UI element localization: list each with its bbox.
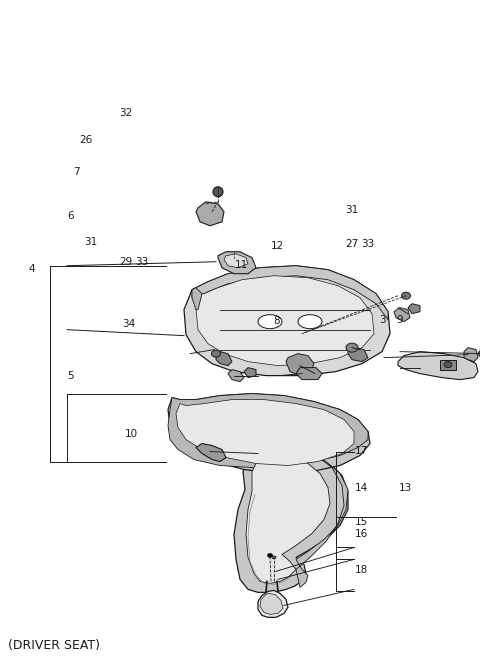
- Text: 33: 33: [135, 257, 149, 267]
- Polygon shape: [258, 590, 288, 617]
- Polygon shape: [246, 455, 330, 583]
- Text: 8: 8: [274, 316, 280, 326]
- Text: 34: 34: [122, 319, 136, 329]
- Polygon shape: [192, 288, 202, 310]
- Text: 10: 10: [125, 429, 138, 439]
- Polygon shape: [196, 202, 224, 226]
- Polygon shape: [176, 400, 354, 466]
- Ellipse shape: [401, 292, 410, 299]
- Text: 6: 6: [67, 211, 74, 221]
- Text: (DRIVER SEAT): (DRIVER SEAT): [8, 640, 100, 652]
- Text: 13: 13: [398, 483, 412, 493]
- Polygon shape: [408, 304, 420, 314]
- Polygon shape: [216, 352, 232, 365]
- Polygon shape: [196, 443, 226, 462]
- Polygon shape: [218, 252, 256, 274]
- Polygon shape: [348, 348, 368, 361]
- Polygon shape: [286, 354, 314, 376]
- Ellipse shape: [258, 315, 282, 329]
- Text: 4: 4: [29, 264, 36, 274]
- Ellipse shape: [272, 556, 276, 559]
- Ellipse shape: [298, 315, 322, 329]
- Polygon shape: [464, 348, 478, 361]
- Text: 27: 27: [346, 239, 359, 249]
- Polygon shape: [440, 359, 456, 369]
- Text: 3: 3: [379, 315, 386, 325]
- Text: 18: 18: [355, 565, 369, 575]
- Text: 12: 12: [271, 241, 285, 251]
- Ellipse shape: [267, 554, 273, 558]
- Polygon shape: [168, 394, 368, 468]
- Ellipse shape: [213, 187, 223, 197]
- Ellipse shape: [479, 350, 480, 357]
- Text: 31: 31: [346, 205, 359, 215]
- Polygon shape: [394, 308, 410, 321]
- Ellipse shape: [346, 343, 358, 352]
- Text: 17: 17: [355, 446, 369, 456]
- Polygon shape: [260, 594, 283, 615]
- Polygon shape: [244, 367, 256, 378]
- Polygon shape: [234, 449, 348, 592]
- Text: 16: 16: [355, 529, 369, 539]
- Polygon shape: [224, 254, 248, 268]
- Text: 14: 14: [355, 483, 369, 493]
- Text: 15: 15: [355, 517, 369, 527]
- Polygon shape: [296, 367, 322, 380]
- Polygon shape: [296, 453, 348, 587]
- Polygon shape: [168, 394, 370, 474]
- Text: 5: 5: [67, 371, 74, 381]
- Ellipse shape: [212, 350, 220, 357]
- Text: 26: 26: [79, 134, 93, 144]
- Text: 9: 9: [396, 315, 403, 325]
- Text: 11: 11: [235, 260, 249, 270]
- Polygon shape: [184, 266, 390, 376]
- Text: 7: 7: [73, 167, 80, 177]
- Polygon shape: [196, 276, 374, 365]
- Text: 32: 32: [119, 108, 132, 117]
- Text: 31: 31: [84, 237, 97, 247]
- Polygon shape: [398, 352, 478, 380]
- Polygon shape: [192, 266, 388, 319]
- Text: 29: 29: [119, 257, 132, 267]
- Polygon shape: [228, 369, 244, 382]
- Text: 33: 33: [361, 239, 374, 249]
- Ellipse shape: [444, 361, 452, 367]
